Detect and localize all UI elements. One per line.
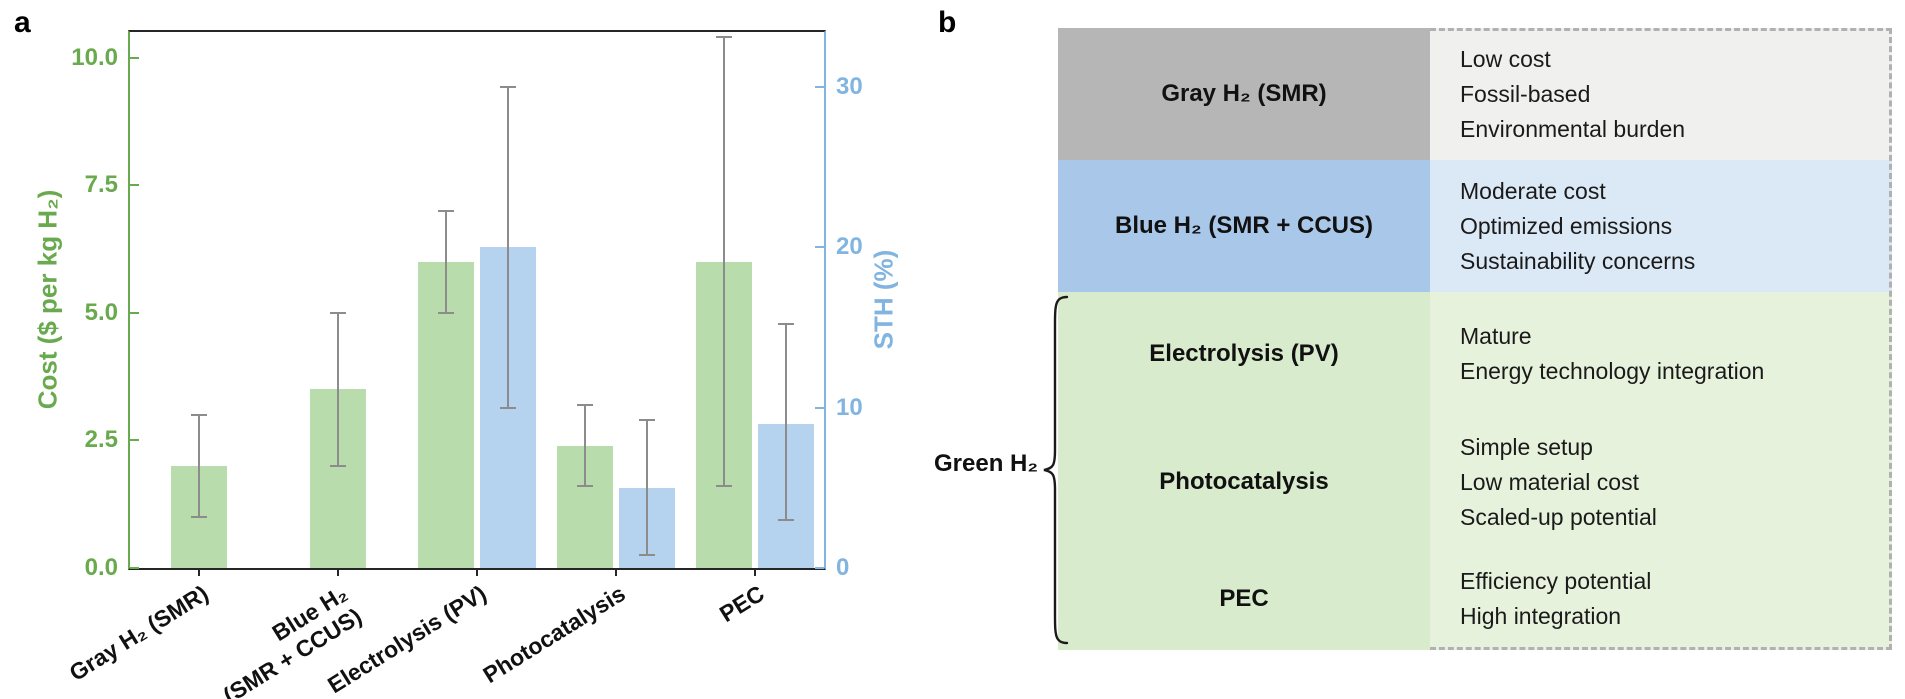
electrolysis-points: Mature Energy technology integration [1430, 292, 1892, 416]
blue-h2-header-label: Blue H₂ (SMR + CCUS) [1114, 212, 1373, 239]
left-axis-tick-label: 2.5 [84, 426, 118, 454]
right-axis-tick [815, 406, 824, 409]
electrolysis-point-1: Mature [1460, 323, 1532, 349]
error-bar-line [784, 324, 787, 520]
left-axis-tick [130, 184, 139, 187]
gray-h2-header-label: Gray H₂ (SMR) [1161, 80, 1327, 107]
electrolysis-label: Electrolysis (PV) [1149, 340, 1339, 367]
photocatalysis-point-2: Low material cost [1460, 468, 1639, 495]
x-axis-tick [476, 568, 478, 576]
panel-b: b Gray H₂ (SMR) Low cost Fossil-based En… [930, 0, 1905, 699]
green-h2-column: Electrolysis (PV) Photocatalysis PEC [1058, 292, 1430, 650]
error-bar-cap-bottom [500, 406, 516, 409]
right-axis-title: STH (%) [868, 249, 899, 350]
right-axis-tick [815, 246, 824, 249]
blue-h2-points: Moderate cost Optimized emissions Sustai… [1430, 160, 1892, 292]
error-bar-cap-top [576, 403, 593, 406]
error-bar-cap-top [330, 311, 347, 314]
pec-points: Efficiency potential High integration [1430, 548, 1892, 650]
right-axis-tick [815, 567, 824, 569]
blue-point-1: Moderate cost [1460, 177, 1606, 204]
gray-h2-points: Low cost Fossil-based Environmental burd… [1430, 28, 1892, 160]
left-axis-tick [130, 439, 139, 442]
left-axis-tick-label: 0.0 [84, 554, 118, 581]
x-axis-tick [198, 568, 201, 576]
error-bar-line [445, 210, 447, 313]
right-axis-tick-label: 0 [836, 554, 850, 581]
error-bar-cap-bottom [715, 485, 732, 488]
pec-label: PEC [1219, 585, 1269, 612]
x-axis-tick [753, 568, 756, 576]
error-bar-cap-bottom [438, 311, 454, 314]
gray-point-1: Low cost [1460, 45, 1551, 72]
gray-point-2: Fossil-based [1460, 80, 1591, 107]
x-axis-tick [614, 568, 617, 576]
x-axis-tick [337, 568, 340, 576]
left-axis-tick [130, 311, 139, 314]
blue-h2-header: Blue H₂ (SMR + CCUS) [1058, 160, 1430, 292]
error-bar-cap-bottom [191, 515, 208, 518]
error-bar-cap-top [715, 36, 732, 39]
panel-b-label: b [938, 6, 957, 39]
electrolysis-point-2: Energy technology integration [1460, 358, 1765, 384]
left-axis-tick-label: 10.0 [71, 43, 118, 71]
panel-a-label: a [14, 6, 31, 39]
left-axis-tick [130, 567, 139, 569]
photocatalysis-label: Photocatalysis [1159, 468, 1329, 495]
error-bar-line [583, 404, 586, 487]
error-bar-line [337, 312, 340, 466]
error-bar-line [645, 420, 648, 556]
left-axis-tick-label: 5.0 [84, 298, 118, 326]
right-axis-tick-label: 30 [836, 72, 863, 100]
gray-point-3: Environmental burden [1460, 115, 1686, 142]
error-bar-cap-bottom [576, 485, 593, 488]
error-bar-cap-bottom [330, 464, 347, 467]
right-axis-tick-label: 20 [836, 233, 863, 261]
error-bar-line [507, 86, 509, 408]
photocatalysis-points: Simple setup Low material cost Scaled-up… [1430, 416, 1892, 548]
error-bar-line [722, 37, 725, 487]
green-h2-group-label: Green H₂ [933, 450, 1039, 477]
error-bar-cap-top [191, 413, 208, 416]
error-bar-cap-top [638, 419, 655, 422]
plot-area: 0.0 2.5 5.0 7.5 10.0 0 10 20 30 Gray H₂ (SMR) Blue… [65, 30, 863, 699]
error-bar-cap-top [777, 323, 794, 326]
pec-point-1: Efficiency potential [1460, 568, 1652, 594]
left-axis-tick-label: 7.5 [84, 171, 118, 199]
photocatalysis-point-1: Simple setup [1460, 433, 1593, 460]
gray-h2-header: Gray H₂ (SMR) [1058, 28, 1430, 160]
error-bar-line [198, 414, 201, 517]
blue-point-2: Optimized emissions [1460, 212, 1673, 239]
error-bar-cap-bottom [777, 518, 794, 521]
blue-point-3: Sustainability concerns [1460, 247, 1696, 274]
error-bar-cap-top [438, 209, 454, 212]
left-axis-tick [130, 56, 139, 59]
green-h2-content-column: Mature Energy technology integration Sim… [1430, 292, 1892, 650]
error-bar-cap-top [500, 85, 516, 88]
left-axis-title: Cost ($ per kg H₂) [32, 189, 63, 410]
pec-point-2: High integration [1460, 603, 1622, 629]
right-axis-tick-label: 10 [836, 393, 863, 421]
error-bar-cap-bottom [638, 554, 655, 557]
right-axis-tick [815, 85, 824, 88]
photocatalysis-point-3: Scaled-up potential [1460, 503, 1657, 530]
curly-brace-icon [1043, 295, 1069, 645]
